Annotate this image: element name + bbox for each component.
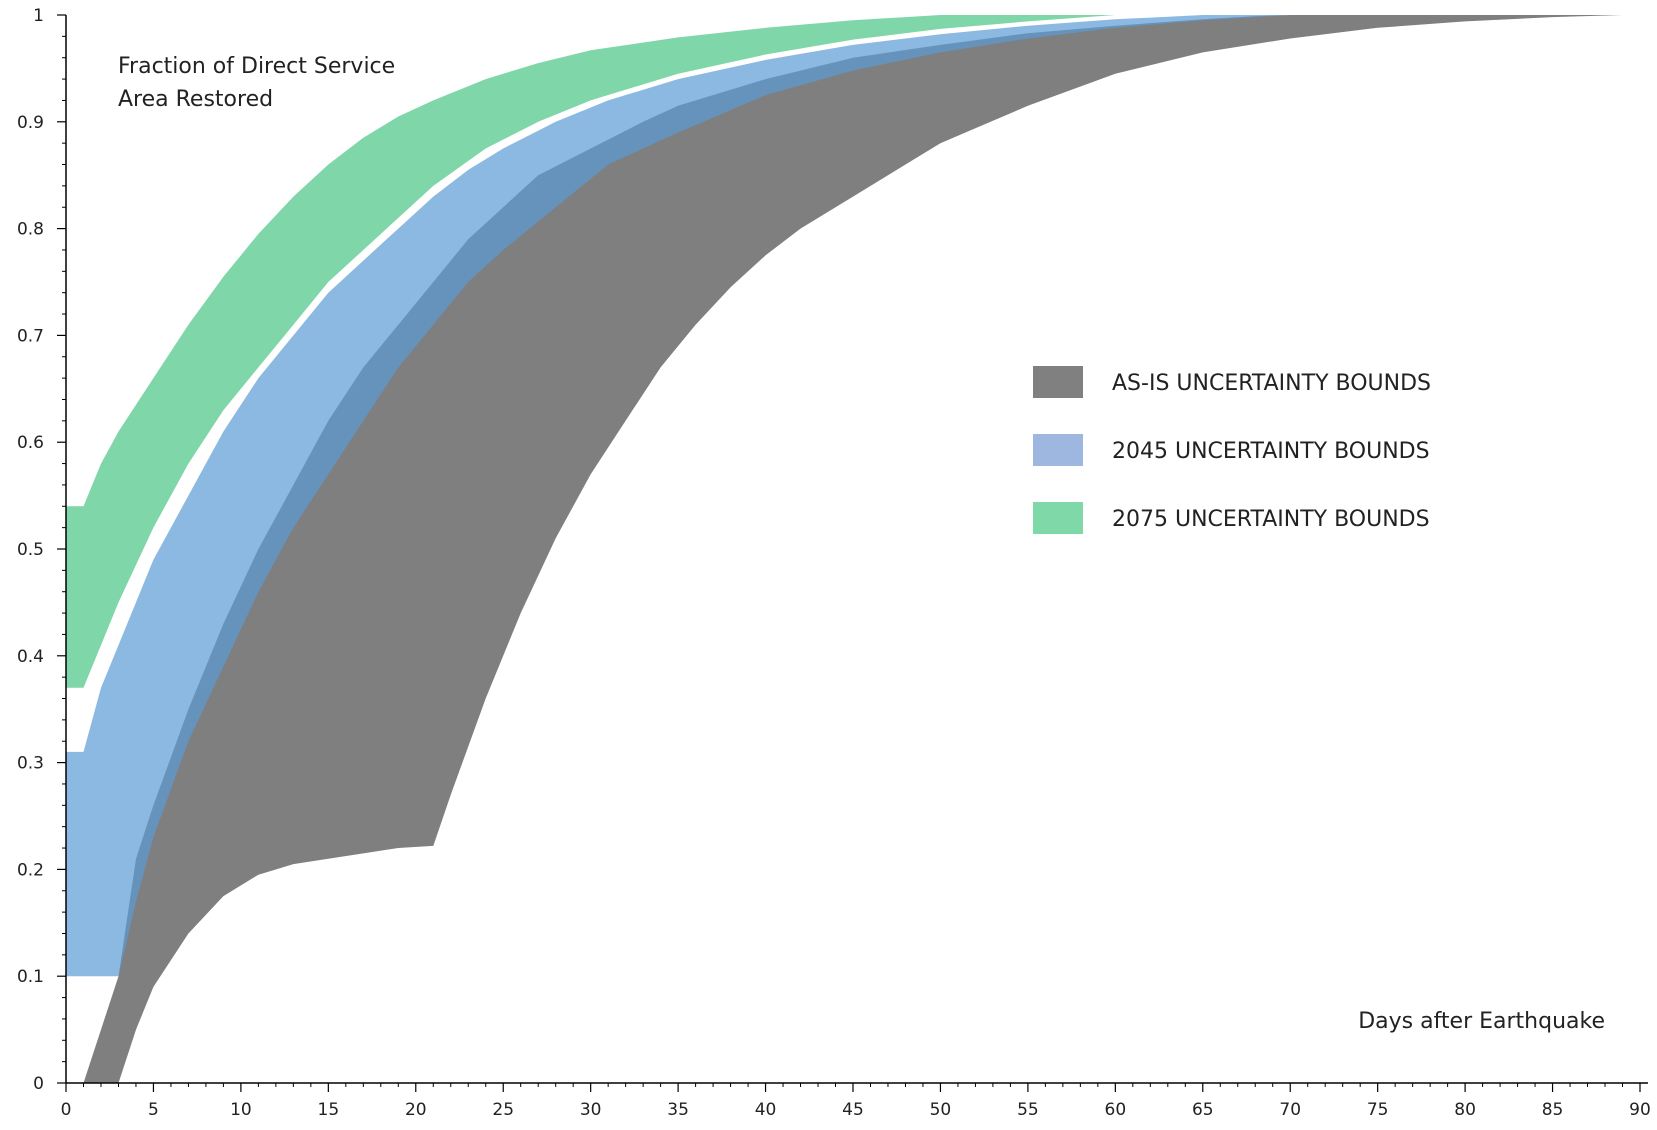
band-2075-uncertainty-bounds <box>66 15 1116 688</box>
y-tick-label: 0.6 <box>17 433 44 453</box>
x-tick-label: 55 <box>1017 1100 1039 1120</box>
legend: AS-IS UNCERTAINTY BOUNDS 2045 UNCERTAINTY… <box>1033 366 1431 534</box>
y-axis-label-line-1: Fraction of Direct Service <box>118 54 395 79</box>
x-tick-label: 75 <box>1367 1100 1389 1120</box>
x-tick-label: 35 <box>667 1100 689 1120</box>
x-tick-label: 65 <box>1192 1100 1214 1120</box>
x-tick-label: 30 <box>580 1100 602 1120</box>
y-tick-label: 0.4 <box>17 647 44 667</box>
y-tick-label: 0.9 <box>17 113 44 133</box>
x-tick-label: 25 <box>492 1100 514 1120</box>
y-tick-label: 0.2 <box>17 860 44 880</box>
y-tick-label: 0.8 <box>17 220 44 240</box>
legend-swatch-2075-uncertainty-bounds <box>1033 502 1083 534</box>
x-tick-label: 45 <box>842 1100 864 1120</box>
x-axis-label: Days after Earthquake <box>1358 1009 1605 1034</box>
legend-label-2075-uncertainty-bounds: 2075 UNCERTAINTY BOUNDS <box>1112 507 1430 532</box>
legend-swatch-as-is-uncertainty-bounds <box>1033 366 1083 398</box>
x-tick-label: 80 <box>1454 1100 1476 1120</box>
x-tick-label: 0 <box>61 1100 72 1120</box>
x-tick-label: 40 <box>755 1100 777 1120</box>
y-tick-label: 1 <box>33 6 44 26</box>
y-axis-label-line-2: Area Restored <box>118 87 273 112</box>
y-tick-label: 0.3 <box>17 754 44 774</box>
x-tick-label: 10 <box>230 1100 252 1120</box>
legend-label-as-is-uncertainty-bounds: AS-IS UNCERTAINTY BOUNDS <box>1112 371 1431 396</box>
x-tick-label: 85 <box>1542 1100 1564 1120</box>
y-tick-label: 0.7 <box>17 326 44 346</box>
y-tick-label: 0 <box>33 1074 44 1094</box>
x-tick-label: 50 <box>930 1100 952 1120</box>
legend-label-2045-uncertainty-bounds: 2045 UNCERTAINTY BOUNDS <box>1112 439 1430 464</box>
x-tick-label: 5 <box>148 1100 159 1120</box>
y-tick-label: 0.1 <box>17 967 44 987</box>
legend-swatch-2045-uncertainty-bounds <box>1033 434 1083 466</box>
x-tick-label: 20 <box>405 1100 427 1120</box>
x-tick-label: 15 <box>318 1100 340 1120</box>
x-tick-label: 70 <box>1279 1100 1301 1120</box>
x-tick-label: 90 <box>1629 1100 1651 1120</box>
y-tick-label: 0.5 <box>17 540 44 560</box>
band-2045-uncertainty-bounds <box>66 15 1291 977</box>
x-tick-label: 60 <box>1105 1100 1127 1120</box>
uncertainty-bands <box>66 15 1623 1083</box>
axes: 0 5 10 15 20 25 30 35 40 45 50 55 60 65 70 75 80 85 90 0 0.1… <box>17 6 1651 1120</box>
band-as-is-uncertainty-bounds <box>83 15 1623 1083</box>
